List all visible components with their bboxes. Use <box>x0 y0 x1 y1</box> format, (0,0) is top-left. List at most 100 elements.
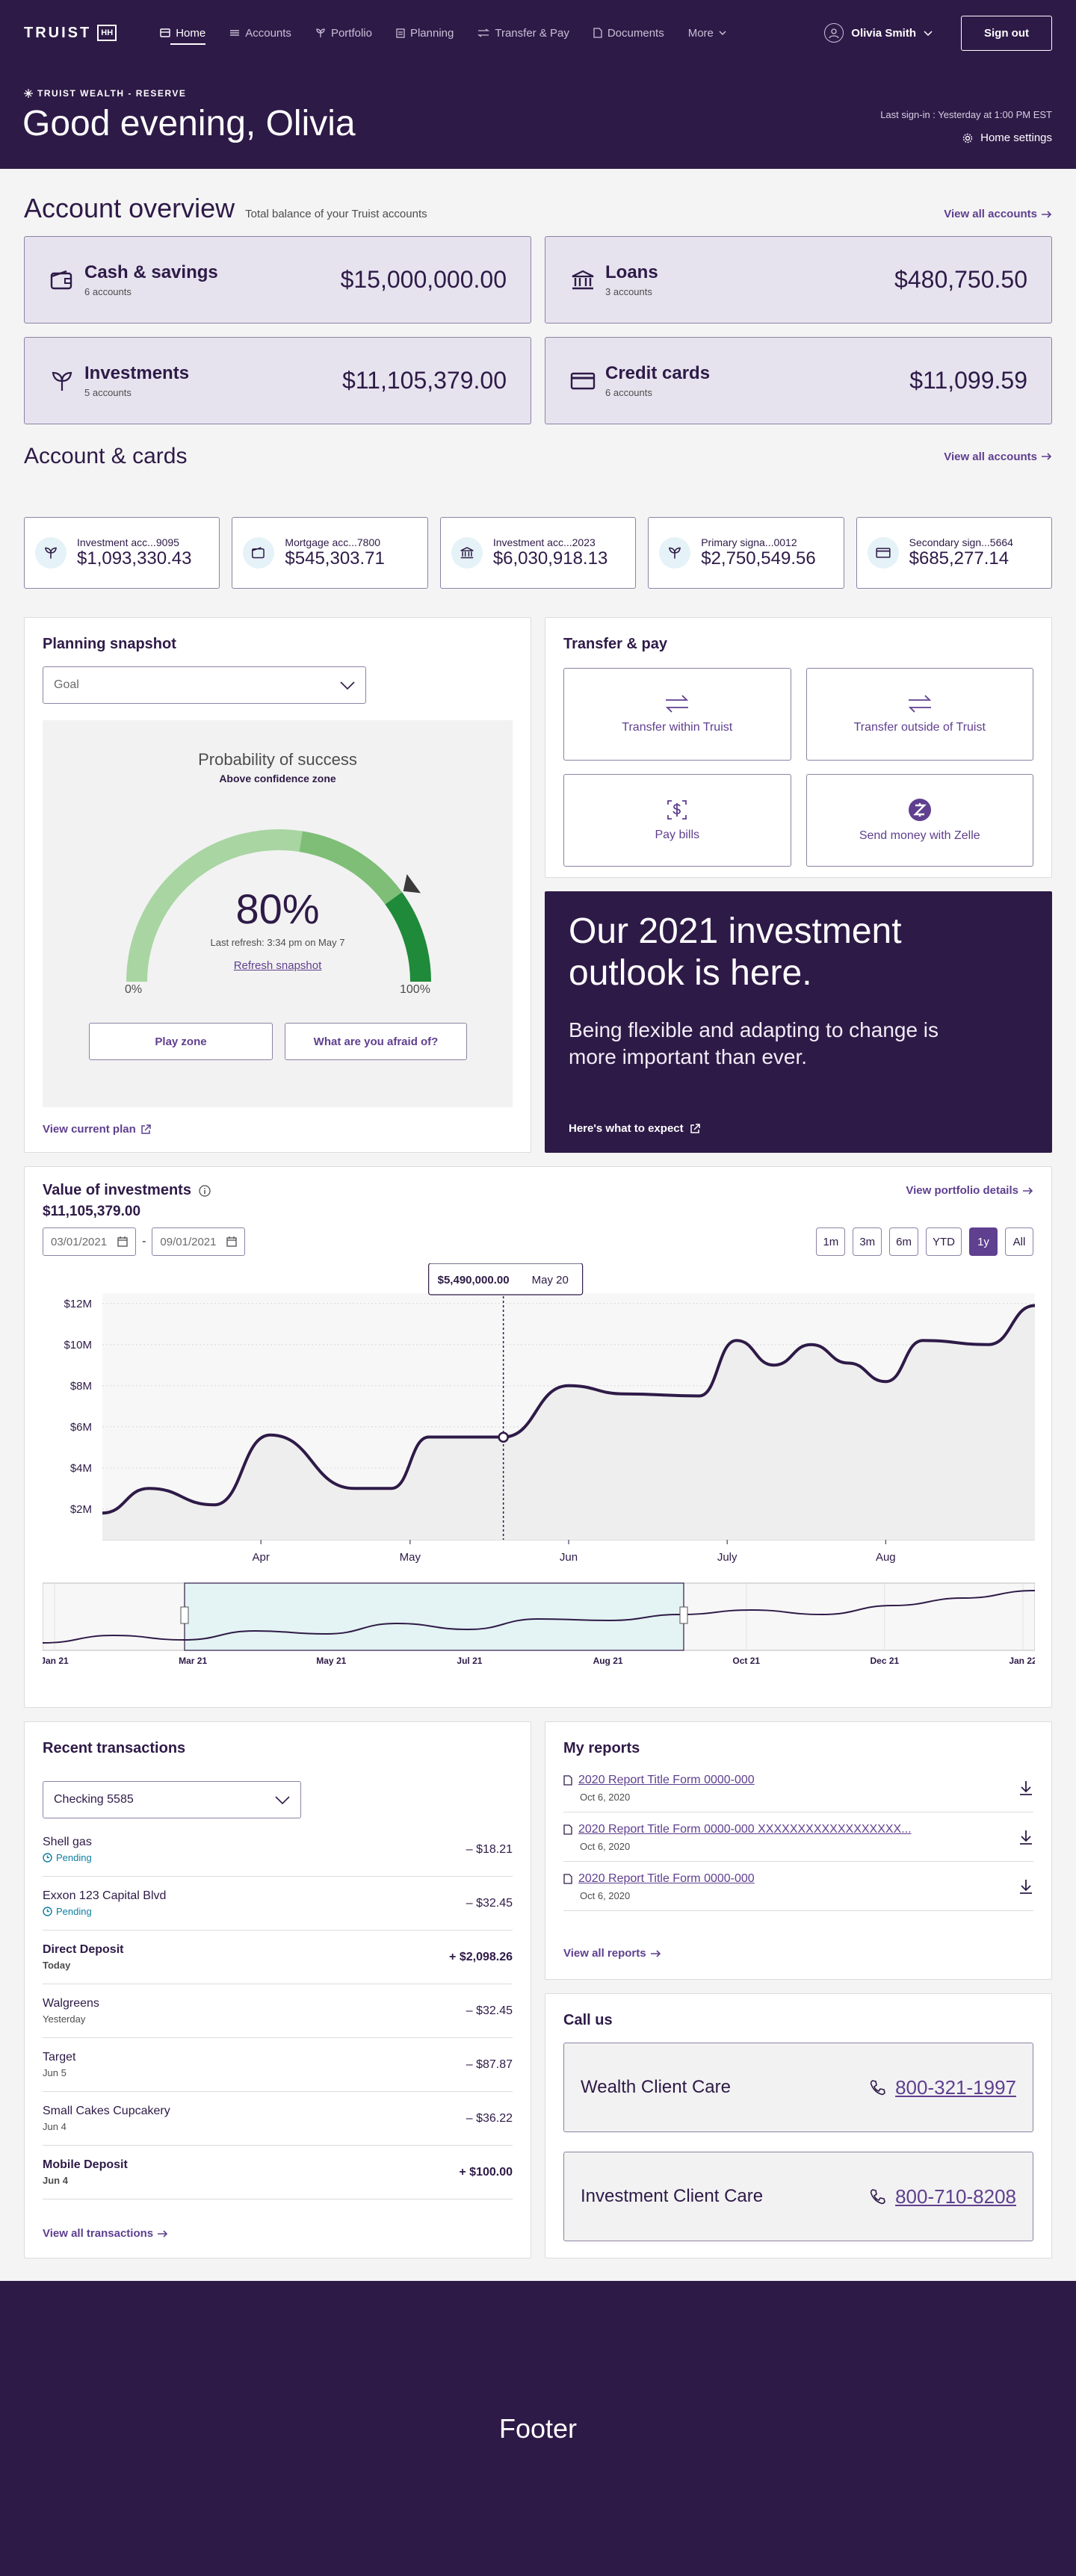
balance-value: $480,750.50 <box>894 266 1027 293</box>
refresh-snapshot-link[interactable]: Refresh snapshot <box>233 959 322 972</box>
balance-card-credit[interactable]: Credit cards 6 accounts $11,099.59 <box>545 337 1052 424</box>
report-date: Oct 6, 2020 <box>580 1890 631 1901</box>
report-name: 2020 Report Title Form 0000-000 <box>578 1872 755 1885</box>
home-settings-link[interactable]: Home settings <box>962 131 1052 144</box>
transaction-row[interactable]: Mobile Deposit Jun 4 + $100.00 <box>43 2146 513 2199</box>
goal-select[interactable]: Goal <box>43 666 366 704</box>
nav-planning[interactable]: Planning <box>396 0 454 66</box>
transfer-outside-button[interactable]: Transfer outside of Truist <box>806 668 1033 761</box>
account-select[interactable]: Checking 5585 <box>43 1781 301 1818</box>
view-portfolio-link[interactable]: View portfolio details <box>906 1184 1033 1197</box>
transfer-pay-panel: Transfer & pay Transfer within Truist Tr… <box>545 617 1052 878</box>
hover-point[interactable] <box>498 1431 509 1443</box>
report-row: 2020 Report Title Form 0000-000 Oct 6, 20… <box>563 1763 1033 1812</box>
nav-accounts[interactable]: Accounts <box>229 0 291 66</box>
transaction-sub: Today <box>43 1960 71 1971</box>
transaction-amount: – $36.22 <box>466 2111 513 2125</box>
nav-transfer-pay[interactable]: Transfer & Pay <box>477 0 569 66</box>
account-card[interactable]: Mortgage acc...7800 $545,303.71 <box>232 517 428 589</box>
gauge-subtitle: Above confidence zone <box>219 773 336 784</box>
transaction-row[interactable]: Small Cakes Cupcakery Jun 4 – $36.22 <box>43 2092 513 2146</box>
range-3m[interactable]: 3m <box>853 1227 882 1256</box>
transaction-name: Exxon 123 Capital Blvd <box>43 1889 167 1902</box>
nav-home[interactable]: Home <box>160 0 206 66</box>
transaction-row[interactable]: Exxon 123 Capital Blvd Pending – $32.45 <box>43 1877 513 1931</box>
phone-link[interactable]: 800-710-8208 <box>870 2185 1016 2208</box>
balance-name: Credit cards <box>605 363 711 383</box>
transaction-amount: + $100.00 <box>459 2165 513 2179</box>
account-card[interactable]: Secondary sign...5664 $685,277.14 <box>856 517 1053 589</box>
transaction-row[interactable]: Walgreens Yesterday – $32.45 <box>43 1984 513 2038</box>
balance-card-investments[interactable]: Investments 5 accounts $11,105,379.00 <box>24 337 531 424</box>
gauge-percent: 80% <box>235 885 320 932</box>
download-icon[interactable] <box>1018 1829 1033 1845</box>
report-date: Oct 6, 2020 <box>580 1841 631 1852</box>
transaction-row[interactable]: Target Jun 5 – $87.87 <box>43 2038 513 2092</box>
download-icon[interactable] <box>1018 1780 1033 1796</box>
panel-title: Value of investments <box>43 1182 191 1198</box>
truist-logo[interactable]: TRUIST HH <box>24 25 117 42</box>
transaction-row[interactable]: Shell gas Pending – $18.21 <box>43 1823 513 1877</box>
afraid-button[interactable]: What are you afraid of? <box>285 1023 467 1060</box>
play-zone-button[interactable]: Play zone <box>89 1023 273 1060</box>
nav-more[interactable]: More <box>688 0 726 66</box>
transaction-row[interactable]: Direct Deposit Today + $2,098.26 <box>43 1931 513 1984</box>
call-name: Wealth Client Care <box>581 2077 731 2097</box>
nav-documents[interactable]: Documents <box>593 0 664 66</box>
navigator-label: May 21 <box>316 1656 346 1666</box>
transaction-amount: – $18.21 <box>466 1842 513 1856</box>
planning-icon <box>396 28 405 38</box>
navigator-label: Jan 21 <box>43 1656 69 1666</box>
right-column: Transfer & pay Transfer within Truist Tr… <box>545 617 1052 1153</box>
account-card[interactable]: Investment acc...2023 $6,030,918.13 <box>439 517 637 589</box>
arrow-right-icon <box>1042 210 1052 218</box>
report-link[interactable]: 2020 Report Title Form 0000-000 <box>563 1774 755 1787</box>
date-to-input[interactable]: 09/01/2021 <box>152 1227 246 1256</box>
info-icon[interactable] <box>199 1184 211 1197</box>
date-from-input[interactable]: 03/01/2021 <box>43 1227 137 1256</box>
balance-card-loans[interactable]: Loans 3 accounts $480,750.50 <box>545 236 1052 323</box>
navigator-handle[interactable] <box>679 1606 688 1624</box>
y-tick-label: $6M <box>70 1421 92 1434</box>
account-card[interactable]: Primary signa...0012 $2,750,549.56 <box>648 517 844 589</box>
download-icon[interactable] <box>1018 1878 1033 1895</box>
transfer-within-button[interactable]: Transfer within Truist <box>563 668 791 761</box>
person-icon <box>829 28 839 38</box>
nav-portfolio[interactable]: Portfolio <box>315 0 372 66</box>
range-ytd[interactable]: YTD <box>926 1227 962 1256</box>
report-link[interactable]: 2020 Report Title Form 0000-000 XXXXXXXX… <box>563 1823 912 1836</box>
recent-transactions-panel: Recent transactions Checking 5585 Shell … <box>24 1721 531 2258</box>
chevron-down-icon <box>340 681 355 690</box>
account-card[interactable]: Investment acc...9095 $1,093,330.43 <box>24 517 220 589</box>
footer-label: Footer <box>498 2412 578 2444</box>
promo-cta-link[interactable]: Here's what to expect <box>569 1122 700 1135</box>
view-all-accounts-link[interactable]: View all accounts <box>944 451 1052 463</box>
navigator-handle[interactable] <box>180 1606 189 1624</box>
range-6m[interactable]: 6m <box>889 1227 918 1256</box>
view-all-transactions-link[interactable]: View all transactions <box>43 2227 168 2240</box>
account-name: Secondary sign...5664 <box>909 536 1013 548</box>
view-all-reports-link[interactable]: View all reports <box>563 1947 661 1960</box>
pay-bills-button[interactable]: Pay bills <box>563 774 791 867</box>
navigator-window[interactable] <box>184 1582 684 1651</box>
section-title: Account overview <box>24 193 235 223</box>
user-menu[interactable]: Olivia Smith <box>824 23 933 43</box>
y-tick-label: $8M <box>70 1380 92 1393</box>
balance-name: Investments <box>84 363 190 383</box>
range-1m[interactable]: 1m <box>816 1227 846 1256</box>
zelle-button[interactable]: Send money with Zelle <box>806 774 1033 867</box>
balance-card-cash[interactable]: Cash & savings 6 accounts $15,000,000.00 <box>24 236 531 323</box>
view-current-plan-link[interactable]: View current plan <box>43 1123 151 1136</box>
program-label: TRUIST WEALTH - RESERVE <box>24 88 186 99</box>
transfer-icon <box>477 28 490 37</box>
panel-title: Call us <box>563 2012 613 2028</box>
view-all-accounts-link[interactable]: View all accounts <box>944 208 1052 220</box>
range-all[interactable]: All <box>1005 1227 1033 1256</box>
phone-link[interactable]: 800-321-1997 <box>870 2076 1016 2099</box>
sign-out-button[interactable]: Sign out <box>961 15 1052 51</box>
range-1y[interactable]: 1y <box>969 1227 998 1256</box>
gauge-zone-mid <box>299 831 403 905</box>
x-tick-label: July <box>717 1551 738 1564</box>
report-link[interactable]: 2020 Report Title Form 0000-000 <box>563 1872 755 1886</box>
chart-navigator[interactable]: Jan 21 Mar 21 May 21 Jul 21 Aug 21 Oct 21 Dec … <box>43 1577 1035 1667</box>
